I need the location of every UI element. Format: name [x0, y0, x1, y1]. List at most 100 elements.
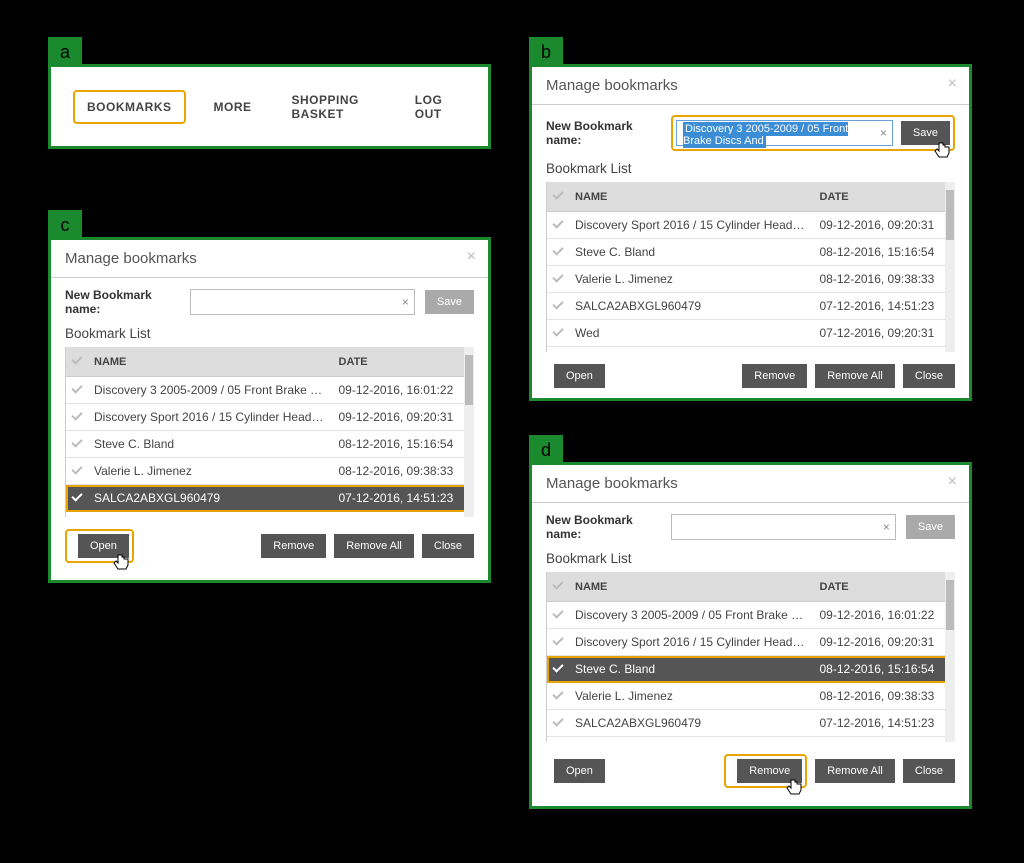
- row-name: Wed: [569, 737, 814, 743]
- table-row[interactable]: SALCA2ABXGL96047907-12-2016, 14:51:23: [547, 710, 955, 737]
- row-date: 09-12-2016, 16:01:22: [814, 602, 956, 629]
- remove-button[interactable]: Remove: [737, 759, 802, 783]
- panel-label-b: b: [529, 37, 563, 67]
- table-row[interactable]: Valerie L. Jimenez08-12-2016, 09:38:33: [547, 266, 955, 293]
- table-row[interactable]: Discovery 3 2005-2009 / 05 Front Brake D…: [66, 377, 474, 404]
- row-name: L2CCA2BG0FG002014 (aa): [569, 347, 814, 353]
- row-name: Wed: [88, 512, 333, 518]
- close-icon[interactable]: ×: [948, 473, 957, 491]
- col-date: DATE: [333, 347, 475, 377]
- bookmark-list-title: Bookmark List: [546, 551, 955, 566]
- bookmark-list-title: Bookmark List: [65, 326, 474, 341]
- table-row[interactable]: Steve C. Bland08-12-2016, 15:16:54: [547, 239, 955, 266]
- table-row[interactable]: Wed07-12-2016, 09:20:31: [547, 737, 955, 743]
- row-name: Steve C. Bland: [569, 239, 814, 266]
- bookmark-table: NAME DATE Discovery 3 2005-2009 / 05 Fro…: [547, 572, 955, 742]
- new-bookmark-label: New Bookmark name:: [546, 513, 661, 541]
- close-button[interactable]: Close: [422, 534, 474, 558]
- open-button[interactable]: Open: [554, 759, 605, 783]
- nav-more[interactable]: MORE: [202, 92, 264, 122]
- scrollbar[interactable]: [464, 347, 474, 517]
- row-name: SALCA2ABXGL960479: [88, 485, 333, 512]
- table-row[interactable]: L2CCA2BG0FG002014 (aa)07-12-2016, 09:15:…: [547, 347, 955, 353]
- remove-all-button[interactable]: Remove All: [815, 759, 895, 783]
- new-bookmark-label: New Bookmark name:: [65, 288, 180, 316]
- clear-input-icon[interactable]: ×: [883, 520, 890, 534]
- col-name: NAME: [88, 347, 333, 377]
- row-name: Discovery 3 2005-2009 / 05 Front Brake D…: [88, 377, 333, 404]
- row-date: 07-12-2016, 09:20:31: [814, 320, 956, 347]
- bookmark-name-input[interactable]: [671, 514, 896, 540]
- row-date: 07-12-2016, 09:15:31: [814, 347, 956, 353]
- nav-shopping-basket[interactable]: SHOPPING BASKET: [280, 85, 387, 129]
- table-row[interactable]: Discovery Sport 2016 / 15 Cylinder Head …: [66, 404, 474, 431]
- open-button[interactable]: Open: [78, 534, 129, 558]
- row-name: Wed: [569, 320, 814, 347]
- row-date: 08-12-2016, 15:16:54: [333, 431, 475, 458]
- dialog-title: Manage bookmarks: [532, 67, 969, 104]
- table-row[interactable]: Wed07-12-2016, 09:20:31: [66, 512, 474, 518]
- bookmark-list-title: Bookmark List: [546, 161, 955, 176]
- row-date: 08-12-2016, 15:16:54: [814, 656, 956, 683]
- close-button[interactable]: Close: [903, 364, 955, 388]
- remove-all-button[interactable]: Remove All: [815, 364, 895, 388]
- table-row[interactable]: Discovery Sport 2016 / 15 Cylinder Head …: [547, 629, 955, 656]
- open-button[interactable]: Open: [554, 364, 605, 388]
- row-name: SALCA2ABXGL960479: [569, 293, 814, 320]
- save-button[interactable]: Save: [901, 121, 950, 145]
- scrollbar[interactable]: [945, 182, 955, 352]
- scrollbar[interactable]: [945, 572, 955, 742]
- table-row[interactable]: Steve C. Bland08-12-2016, 15:16:54: [66, 431, 474, 458]
- row-name: Steve C. Bland: [88, 431, 333, 458]
- save-button[interactable]: Save: [906, 515, 955, 539]
- clear-input-icon[interactable]: ×: [880, 126, 887, 140]
- top-nav: BOOKMARKS MORE SHOPPING BASKET LOG OUT: [51, 67, 488, 146]
- row-date: 08-12-2016, 09:38:33: [333, 458, 475, 485]
- clear-input-icon[interactable]: ×: [402, 295, 409, 309]
- new-bookmark-label: New Bookmark name:: [546, 119, 661, 147]
- panel-b: b Manage bookmarks × New Bookmark name: …: [529, 64, 972, 401]
- col-check: [547, 182, 569, 212]
- close-button[interactable]: Close: [903, 759, 955, 783]
- table-row[interactable]: Valerie L. Jimenez08-12-2016, 09:38:33: [66, 458, 474, 485]
- row-name: Valerie L. Jimenez: [569, 683, 814, 710]
- table-row[interactable]: Steve C. Bland08-12-2016, 15:16:54: [547, 656, 955, 683]
- close-icon[interactable]: ×: [467, 248, 476, 266]
- nav-log-out[interactable]: LOG OUT: [403, 85, 466, 129]
- nav-bookmarks[interactable]: BOOKMARKS: [73, 90, 186, 124]
- panel-a: a BOOKMARKS MORE SHOPPING BASKET LOG OUT: [48, 64, 491, 149]
- row-date: 07-12-2016, 14:51:23: [333, 485, 475, 512]
- remove-button[interactable]: Remove: [742, 364, 807, 388]
- row-date: 08-12-2016, 15:16:54: [814, 239, 956, 266]
- bookmark-name-input[interactable]: [190, 289, 415, 315]
- row-name: Discovery Sport 2016 / 15 Cylinder Head …: [569, 629, 814, 656]
- row-date: 07-12-2016, 09:20:31: [333, 512, 475, 518]
- save-button[interactable]: Save: [425, 290, 474, 314]
- dialog-title: Manage bookmarks: [532, 465, 969, 502]
- col-name: NAME: [569, 572, 814, 602]
- col-name: NAME: [569, 182, 814, 212]
- panel-label-c: c: [48, 210, 82, 240]
- table-row[interactable]: Valerie L. Jimenez08-12-2016, 09:38:33: [547, 683, 955, 710]
- bookmark-table: NAME DATE Discovery 3 2005-2009 / 05 Fro…: [66, 347, 474, 517]
- row-date: 09-12-2016, 16:01:22: [333, 377, 475, 404]
- table-row[interactable]: Wed07-12-2016, 09:20:31: [547, 320, 955, 347]
- panel-d: d Manage bookmarks × New Bookmark name: …: [529, 462, 972, 809]
- row-date: 09-12-2016, 09:20:31: [814, 629, 956, 656]
- table-row[interactable]: SALCA2ABXGL96047907-12-2016, 14:51:23: [66, 485, 474, 512]
- table-row[interactable]: SALCA2ABXGL96047907-12-2016, 14:51:23: [547, 293, 955, 320]
- close-icon[interactable]: ×: [948, 75, 957, 93]
- input-selected-text: Discovery 3 2005-2009 / 05 Front Brake D…: [683, 122, 848, 148]
- row-date: 09-12-2016, 09:20:31: [814, 212, 956, 239]
- remove-all-button[interactable]: Remove All: [334, 534, 414, 558]
- row-date: 08-12-2016, 09:38:33: [814, 266, 956, 293]
- row-name: Valerie L. Jimenez: [569, 266, 814, 293]
- row-name: Valerie L. Jimenez: [88, 458, 333, 485]
- bookmark-name-input[interactable]: Discovery 3 2005-2009 / 05 Front Brake D…: [676, 120, 893, 146]
- table-row[interactable]: Discovery 3 2005-2009 / 05 Front Brake D…: [547, 602, 955, 629]
- row-name: SALCA2ABXGL960479: [569, 710, 814, 737]
- row-name: Discovery Sport 2016 / 15 Cylinder Head …: [569, 212, 814, 239]
- remove-button[interactable]: Remove: [261, 534, 326, 558]
- row-name: Discovery Sport 2016 / 15 Cylinder Head …: [88, 404, 333, 431]
- table-row[interactable]: Discovery Sport 2016 / 15 Cylinder Head …: [547, 212, 955, 239]
